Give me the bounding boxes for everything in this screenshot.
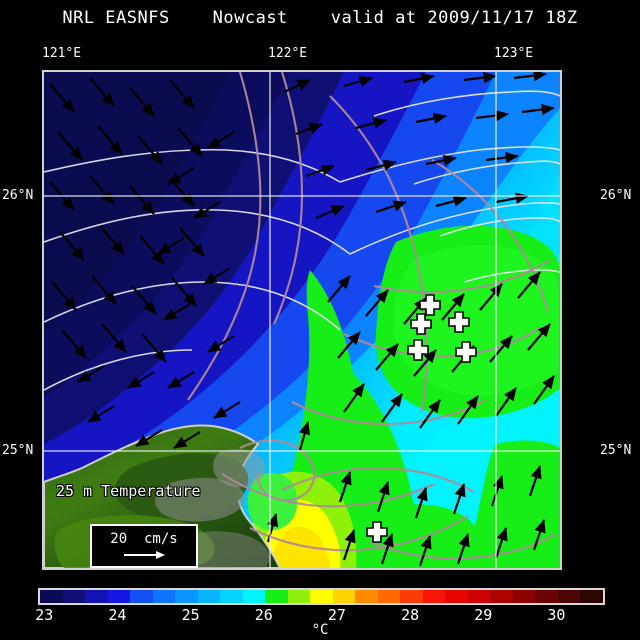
colorbar-cell-7	[197, 590, 221, 603]
colorbar-tick-25: 25	[181, 606, 200, 624]
lon-label-123e: 123°E	[494, 46, 534, 61]
temperature-field-svg	[44, 72, 560, 568]
colorbar-cell-19	[467, 590, 491, 603]
colorbar-cell-24	[580, 590, 603, 603]
colorbar-cell-11	[287, 590, 311, 603]
colorbar-cell-2	[85, 590, 108, 603]
colorbar-cell-6	[175, 590, 198, 603]
colorbar-tick-27: 27	[327, 606, 346, 624]
colorbar-cell-9	[242, 590, 266, 603]
colorbar-cell-5	[152, 590, 176, 603]
lat-label-25n-left: 25°N	[2, 443, 34, 458]
lon-label-122e: 122°E	[268, 46, 308, 61]
colorbar-cell-21	[512, 590, 536, 603]
vector-scale-arrow-icon	[124, 550, 165, 559]
lat-label-26n-left: 26°N	[2, 188, 34, 203]
lon-label-121e: 121°E	[42, 46, 82, 61]
colorbar-cell-18	[445, 590, 468, 603]
colorbar-cell-1	[62, 590, 86, 603]
colorbar-tick-24: 24	[108, 606, 127, 624]
colorbar-tick-26: 26	[254, 606, 273, 624]
page-title: NRL EASNFS Nowcast valid at 2009/11/17 1…	[0, 6, 640, 30]
colorbar-cell-15	[377, 590, 401, 603]
colorbar-cell-17	[422, 590, 446, 603]
vector-scale-value: 20 cm/s	[110, 531, 178, 548]
colorbar-tick-30: 30	[547, 606, 566, 624]
lat-label-25n-right: 25°N	[600, 443, 632, 458]
colorbar-cell-23	[557, 590, 581, 603]
colorbar-tick-29: 29	[474, 606, 493, 624]
colorbar-cell-0	[40, 590, 63, 603]
colorbar-cell-12	[310, 590, 333, 603]
colorbar-tick-23: 23	[35, 606, 54, 624]
colorbar-cell-20	[490, 590, 513, 603]
colorbar-cell-22	[535, 590, 558, 603]
colorbar-cell-10	[265, 590, 288, 603]
colorbar-cell-4	[130, 590, 153, 603]
colorbar-tick-labels: 23 24 25 26 27 28 29 30	[35, 606, 605, 624]
colorbar-cell-3	[107, 590, 131, 603]
map-plot-area[interactable]: 25 m Temperature 20 cm/s	[42, 70, 562, 570]
colorbar-cell-8	[220, 590, 243, 603]
colorbar-unit-label: °C	[311, 622, 329, 638]
colorbar-cell-14	[355, 590, 378, 603]
page-title-text: NRL EASNFS Nowcast valid at 2009/11/17 1…	[62, 8, 578, 28]
temperature-colorbar[interactable]	[38, 588, 605, 605]
lat-label-26n-right: 26°N	[600, 188, 632, 203]
colorbar-cell-16	[400, 590, 423, 603]
colorbar-cell-13	[332, 590, 356, 603]
field-label: 25 m Temperature	[56, 482, 201, 500]
colorbar-tick-28: 28	[401, 606, 420, 624]
vector-scale-box: 20 cm/s	[90, 524, 198, 568]
